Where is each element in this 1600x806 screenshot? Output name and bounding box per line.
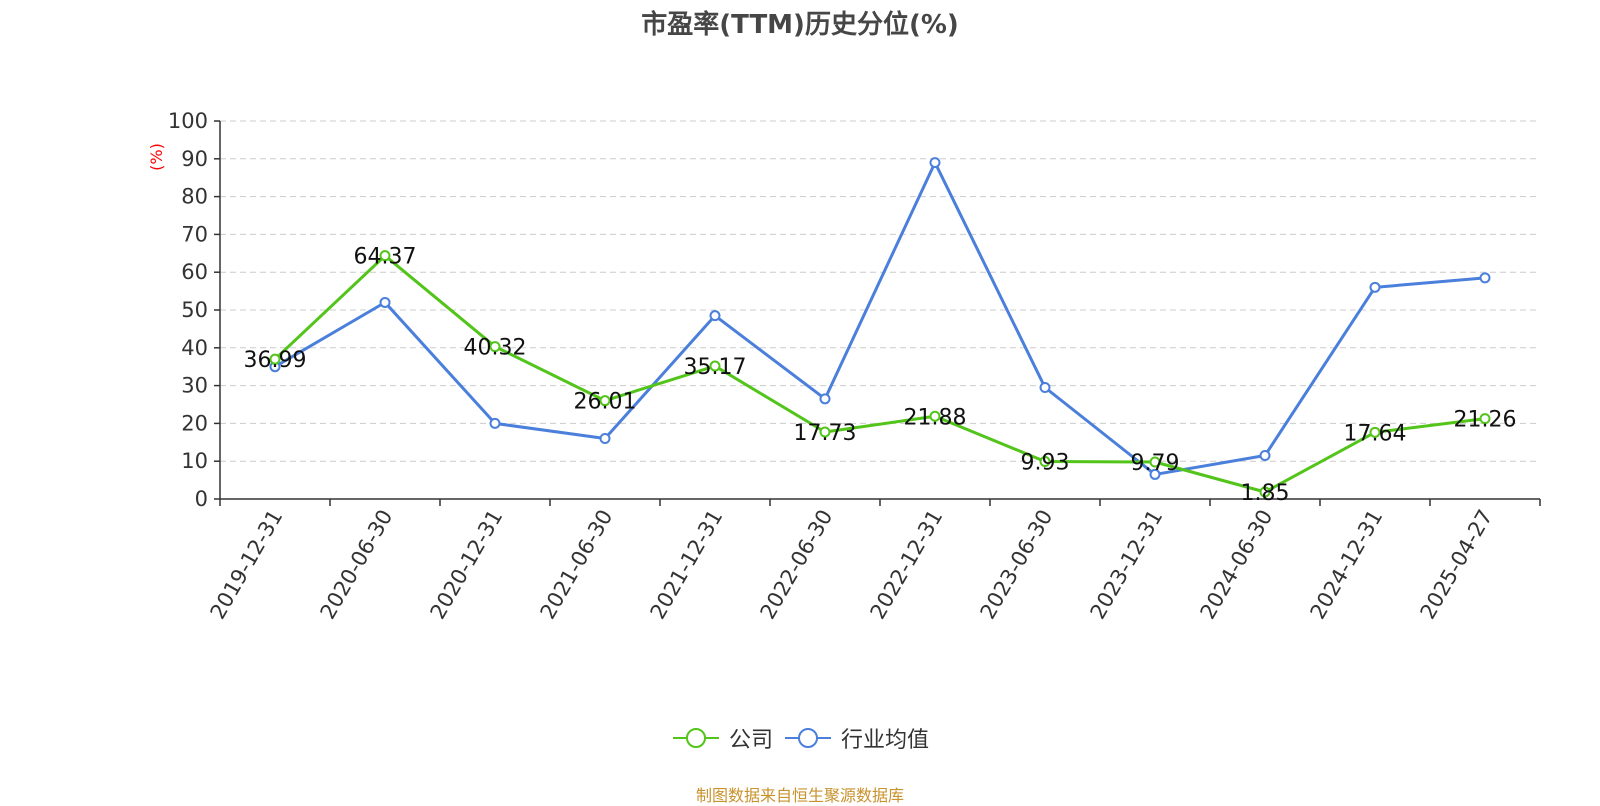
x-tick-label: 2024-06-30 [1196,506,1278,624]
data-label: 17.73 [794,421,857,446]
data-labels: 36.99 64.37 40.32 26.01 35.17 17.73 21.88 9.93 9… [244,245,1517,506]
x-tick-label: 2022-12-31 [866,506,948,624]
x-tick-label: 2020-12-31 [426,506,508,624]
data-point [1479,413,1491,425]
legend-label: 公司 [728,728,773,753]
x-tick-label: 2021-06-30 [536,506,618,624]
x-tick-label: 2024-12-31 [1306,506,1388,624]
data-point [599,395,611,407]
data-point [1149,468,1161,480]
data-point [379,296,391,308]
y-tick-label: 100 [168,109,208,133]
data-point [819,426,831,438]
y-tick-label: 50 [181,298,208,322]
legend-marker-icon [785,728,831,748]
data-point [379,250,391,262]
x-tick-label: 2022-06-30 [756,506,838,624]
x-tick-label: 2021-12-31 [646,506,728,624]
x-tick-label: 2025-04-27 [1416,506,1498,624]
x-tick-label: 2019-12-31 [206,506,288,624]
data-point [929,410,941,422]
y-tick-label: 0 [195,487,208,511]
y-tick-label: 20 [181,411,208,435]
y-tick-label: 60 [181,260,208,284]
series-lines [269,157,1491,498]
y-tick-label: 10 [181,449,208,473]
legend-item-industry[interactable]: 行业均值 [783,722,929,754]
x-tick-label: 2023-12-31 [1086,506,1168,624]
legend-label: 行业均值 [841,728,930,753]
legend: 公司 行业均值 [0,722,1600,754]
data-label: 26.01 [574,390,637,415]
data-point [1369,426,1381,438]
data-point [709,360,721,372]
y-axis-label: (%) [147,143,166,171]
data-label: 35.17 [684,355,747,380]
data-point [1039,381,1051,393]
data-label: 40.32 [464,336,527,361]
axes: 0 10 20 30 40 50 60 70 80 90 100(%) 2019-12-31 2020-… [147,109,1541,624]
y-tick-label: 40 [181,336,208,360]
y-tick-label: 80 [181,185,208,209]
chart-title: 市盈率(TTM)历史分位(%) [641,10,959,40]
data-point [709,310,721,322]
data-point [489,417,501,429]
data-point [929,157,941,169]
data-point [1149,456,1161,468]
data-point [489,341,501,353]
data-point [1039,455,1051,467]
series-line-industry [274,161,1486,476]
x-tick-label: 2020-06-30 [316,506,398,624]
data-label: 9.79 [1131,451,1180,476]
data-point [269,353,281,365]
data-point [1369,281,1381,293]
data-label: 9.93 [1021,450,1070,475]
data-point [599,433,611,445]
source-note: 制图数据来自恒生聚源数据库 [695,786,904,805]
y-tick-label: 90 [181,147,208,171]
legend-marker-icon [672,728,719,748]
data-point [1479,272,1491,284]
data-label: 1.85 [1241,481,1290,506]
data-label: 64.37 [354,245,417,270]
y-tick-label: 30 [181,374,208,398]
y-tick-label: 70 [181,222,208,246]
grid-lines [220,120,1540,462]
legend-item-company[interactable]: 公司 [671,722,773,754]
data-label: 17.64 [1344,421,1407,446]
series-line-company [273,254,1486,494]
data-label: 21.26 [1454,408,1517,433]
data-point [819,393,831,405]
data-point [1259,486,1271,498]
x-tick-label: 2023-06-30 [976,506,1058,624]
data-point [1259,450,1271,462]
data-label: 21.88 [904,405,967,430]
data-label: 36.99 [244,348,307,373]
